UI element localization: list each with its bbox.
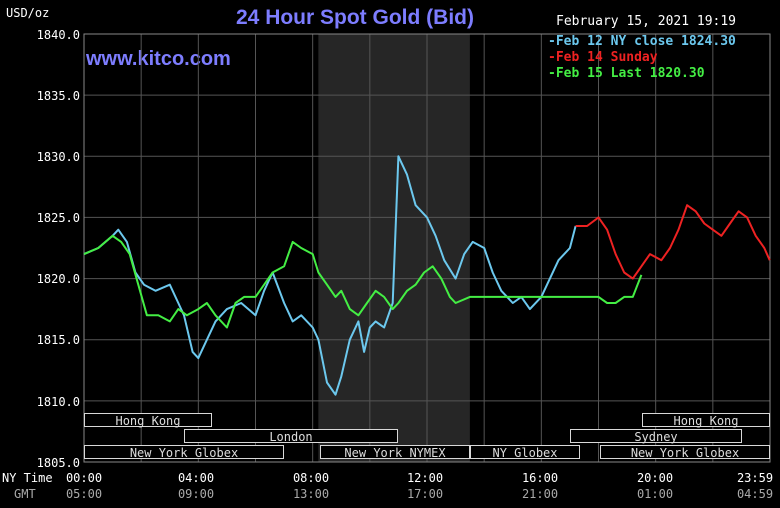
timestamp: February 15, 2021 19:19 [556, 14, 737, 29]
session-new-york-nymex: New York NYMEX [320, 445, 470, 460]
y-tick-label: 1820.0 [36, 272, 80, 286]
x-tick-ny: 08:00 [292, 471, 330, 485]
ny-time-row-label: NY Time [2, 471, 53, 485]
x-tick-ny: 12:00 [406, 471, 444, 485]
x-tick-gmt: 01:00 [636, 487, 674, 501]
plot-frame [83, 33, 771, 463]
legend-swatch: - [548, 66, 556, 81]
y-tick-label: 1810.0 [36, 395, 80, 409]
y-tick-label: 1825.0 [36, 211, 80, 225]
x-tick-gmt: 17:00 [406, 487, 444, 501]
session-new-york-globex-late: New York Globex [600, 445, 770, 460]
legend-entry-feb14: -Feb 14 Sunday [548, 50, 658, 65]
x-tick-ny: 23:59 [736, 471, 774, 485]
gmt-row-label: GMT [14, 487, 36, 501]
y-tick-label: 1835.0 [36, 89, 80, 103]
y-tick-label: 1815.0 [36, 333, 80, 347]
x-tick-gmt: 05:00 [65, 487, 103, 501]
series-line-feb14 [575, 204, 771, 280]
brand-watermark: www.kitco.com [86, 48, 231, 70]
session-ny-globex: NY Globex [470, 445, 580, 460]
x-tick-gmt: 09:00 [177, 487, 215, 501]
legend-swatch: - [548, 50, 556, 65]
legend-entry-feb12: -Feb 12 NY close 1824.30 [548, 34, 736, 49]
series-line-feb12 [83, 155, 577, 396]
x-tick-ny: 20:00 [636, 471, 674, 485]
x-tick-gmt: 04:59 [736, 487, 774, 501]
unit-label: USD/oz [6, 6, 50, 20]
y-tick-label: 1830.0 [36, 150, 80, 164]
chart-title: 24 Hour Spot Gold (Bid) [236, 6, 474, 29]
x-tick-ny: 04:00 [177, 471, 215, 485]
session-london: London [184, 429, 398, 444]
y-tick-label: 1840.0 [36, 28, 80, 42]
x-tick-gmt: 21:00 [521, 487, 559, 501]
series-line-feb15 [83, 234, 643, 329]
x-tick-ny: 00:00 [65, 471, 103, 485]
session-hong-kong: Hong Kong [84, 413, 212, 428]
session-sydney: Sydney [570, 429, 742, 444]
y-tick-label: 1805.0 [36, 456, 80, 470]
legend-swatch: - [548, 34, 556, 49]
x-tick-ny: 16:00 [521, 471, 559, 485]
legend-entry-feb15: -Feb 15 Last 1820.30 [548, 66, 705, 81]
session-hong-kong-late: Hong Kong [642, 413, 770, 428]
x-tick-gmt: 13:00 [292, 487, 330, 501]
session-new-york-globex: New York Globex [84, 445, 284, 460]
